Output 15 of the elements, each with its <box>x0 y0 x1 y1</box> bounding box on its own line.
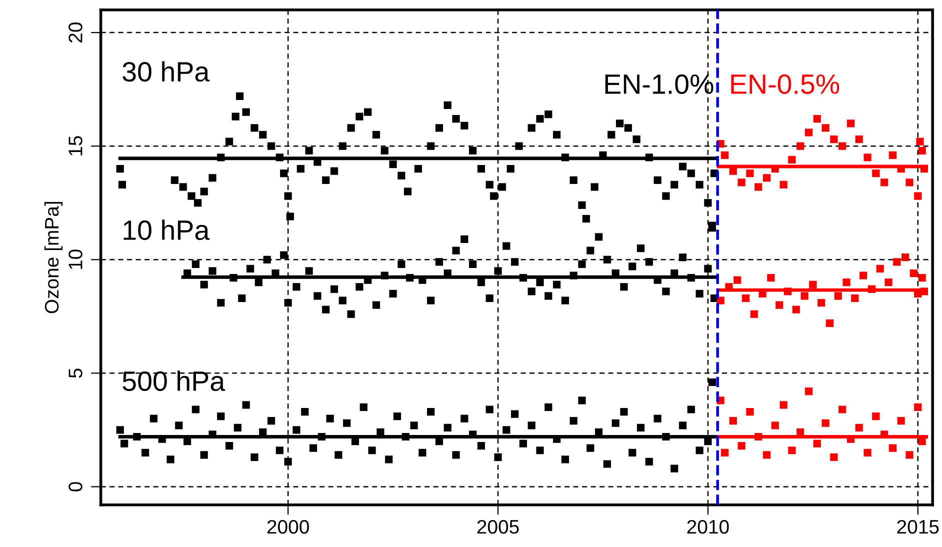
y-tick-label: 0 <box>68 482 82 492</box>
y-tick-label: 15 <box>68 136 82 156</box>
x-tick-label: 2000 <box>267 520 309 534</box>
x-tick-label: 2010 <box>687 520 729 534</box>
annotation: 30 hPa <box>122 61 210 82</box>
annotation: 500 hPa <box>122 370 226 392</box>
x-tick-label: 2015 <box>897 520 939 534</box>
y-tick-label: 5 <box>68 368 82 378</box>
y-tick-label: 10 <box>68 250 82 269</box>
annotation: 10 hPa <box>124 220 210 240</box>
y-axis-title: Ozone [mPa] <box>44 202 63 314</box>
x-tick-label: 2005 <box>477 520 519 534</box>
series-label: EN-0.5% <box>731 74 840 94</box>
y-tick-label: 20 <box>68 22 82 42</box>
series-label: EN-1.0% <box>605 74 714 94</box>
